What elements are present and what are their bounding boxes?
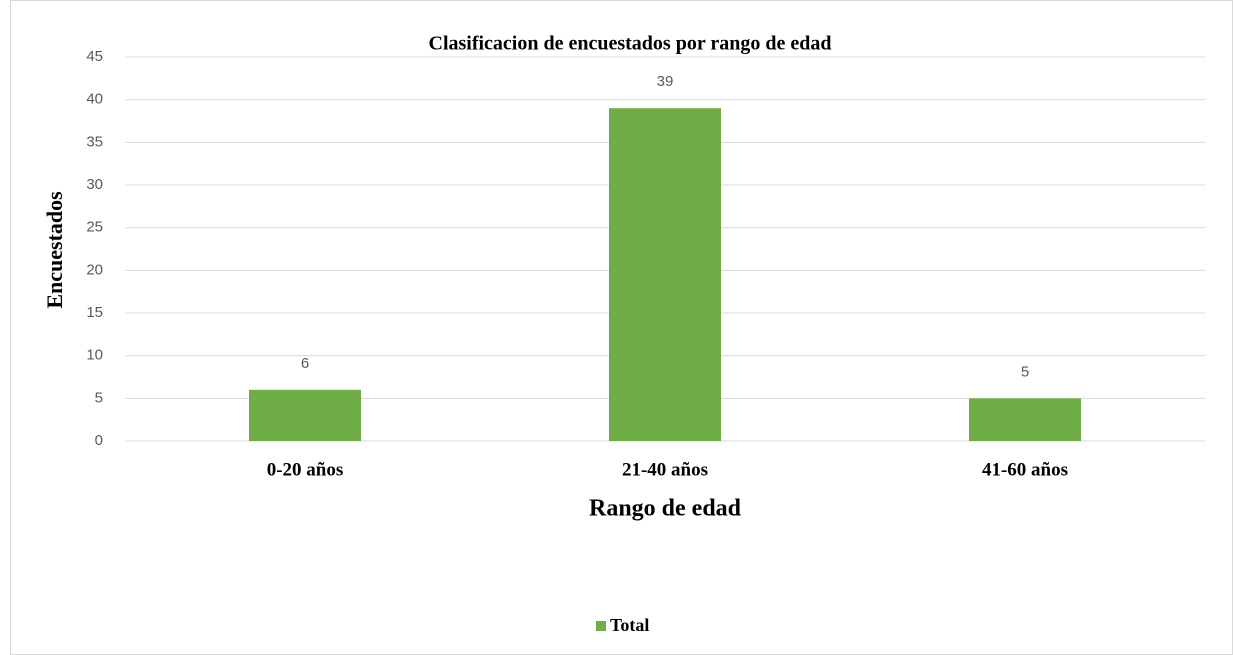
x-tick-label: 41-60 años (982, 459, 1068, 480)
x-tick-label: 21-40 años (622, 459, 708, 480)
y-tick-label: 25 (86, 219, 103, 236)
y-tick-label: 5 (95, 389, 103, 406)
x-tick-label: 0-20 años (267, 459, 344, 480)
data-label: 39 (657, 73, 674, 90)
chart-title: Clasificacion de encuestados por rango d… (429, 33, 832, 55)
y-tick-label: 15 (86, 304, 103, 321)
y-tick-label: 0 (95, 432, 103, 449)
bar (969, 398, 1081, 441)
y-tick-label: 45 (86, 48, 103, 65)
y-tick-label: 20 (86, 261, 103, 278)
x-axis-title: Rango de edad (589, 496, 742, 522)
legend-swatch (596, 621, 606, 631)
data-label: 6 (301, 355, 309, 372)
bar (609, 108, 721, 441)
data-label: 5 (1021, 363, 1029, 380)
y-axis-title: Encuestados (42, 191, 67, 309)
bar (249, 389, 361, 441)
y-tick-label: 30 (86, 176, 103, 193)
y-tick-label: 40 (86, 91, 103, 108)
legend-label: Total (610, 615, 649, 635)
y-tick-label: 35 (86, 133, 103, 150)
y-tick-label: 10 (86, 347, 103, 364)
